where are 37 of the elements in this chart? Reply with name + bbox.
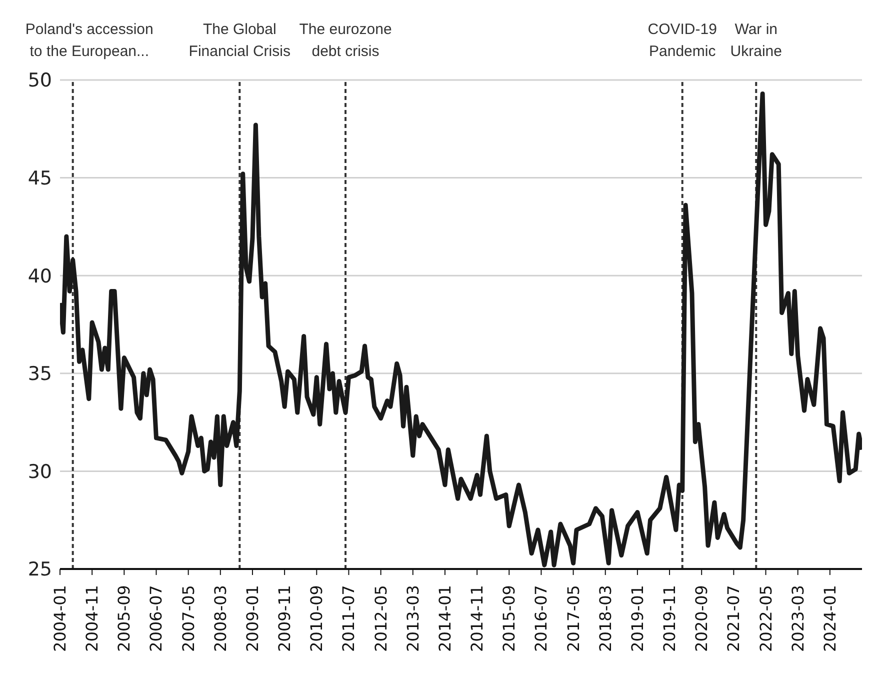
- y-tick-label: 40: [28, 265, 52, 288]
- ref-line-label: COVID-19 Pandemic: [648, 21, 717, 60]
- x-tick-label: 2009-01: [242, 585, 262, 652]
- y-tick-label: 45: [28, 168, 52, 190]
- x-tick-label: 2014-11: [468, 585, 487, 652]
- x-tick-label: 2022-05: [756, 585, 776, 652]
- x-tick-label: 2021-07: [724, 585, 744, 652]
- y-tick-label: 50: [28, 70, 52, 92]
- ref-line-label: The eurozone debt crisis: [299, 21, 392, 60]
- x-tick-label: 2004-11: [82, 585, 102, 652]
- x-tick-label: 2024-01: [820, 585, 840, 652]
- x-tick-label: 2010-09: [307, 585, 326, 652]
- x-tick-label: 2006-07: [146, 585, 166, 652]
- x-tick-label: 2015-09: [500, 585, 519, 652]
- x-tick-label: 2019-01: [628, 585, 647, 652]
- x-tick-label: 2019-11: [660, 585, 680, 652]
- y-tick-label: 35: [28, 363, 52, 386]
- y-tick-label: 25: [28, 558, 52, 581]
- y-tick-label: 30: [28, 460, 52, 483]
- x-tick-label: 2005-09: [114, 585, 134, 652]
- ref-line-label: The Global Financial Crisis: [188, 21, 290, 60]
- x-tick-label: 2004-01: [50, 585, 70, 652]
- ref-line-label: Poland's accession to the European...: [25, 21, 154, 60]
- x-tick-label: 2008-03: [210, 585, 230, 652]
- x-tick-label: 2014-01: [435, 585, 454, 652]
- x-tick-label: 2017-05: [564, 585, 583, 652]
- x-tick-label: 2023-03: [788, 585, 808, 652]
- x-tick-label: 2009-11: [275, 585, 294, 652]
- line-series: [60, 91, 862, 568]
- x-tick-label: 2007-05: [178, 585, 198, 652]
- x-tick-label: 2018-03: [596, 585, 615, 652]
- x-tick-label: 2013-03: [403, 585, 422, 652]
- x-tick-label: 2012-05: [371, 585, 390, 652]
- ref-line-label: War in Ukraine: [730, 21, 782, 60]
- x-tick-label: 2020-09: [692, 585, 712, 652]
- x-tick-label: 2016-07: [532, 585, 551, 652]
- x-tick-label: 2011-07: [339, 585, 358, 652]
